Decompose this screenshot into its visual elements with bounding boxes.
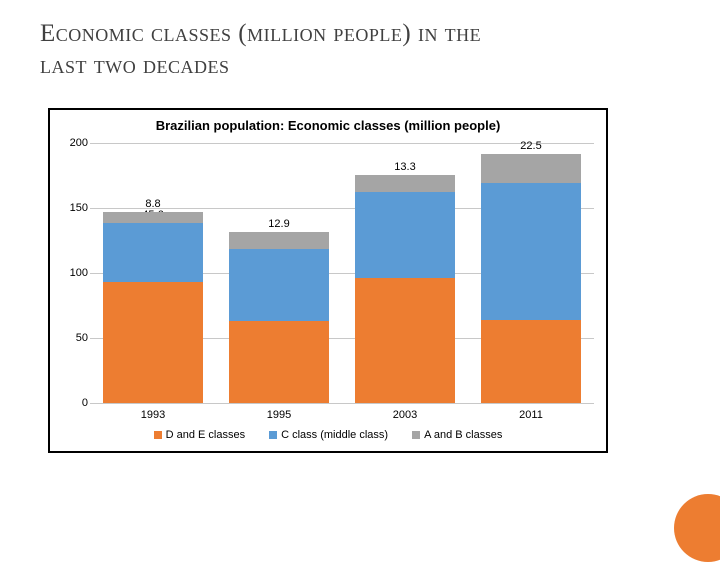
bar-segment-c: 45.6 bbox=[103, 223, 203, 282]
page-title-line1: Economic classes (million people) in the bbox=[40, 20, 680, 48]
bar-segment-ab: 22.5 bbox=[481, 154, 581, 183]
bar-column: 96.265.913.3 bbox=[355, 175, 455, 403]
slide: Economic classes (million people) in the… bbox=[0, 0, 720, 473]
bar-value-label: 22.5 bbox=[520, 140, 541, 152]
grid-line bbox=[90, 403, 594, 404]
bar-segment-de: 63.6 bbox=[481, 320, 581, 403]
x-tick-label: 2003 bbox=[355, 405, 455, 423]
bar-value-label: 8.8 bbox=[145, 198, 160, 210]
bar-segment-de: 96.2 bbox=[355, 278, 455, 403]
bar-segment-ab: 12.9 bbox=[229, 232, 329, 249]
legend-label: C class (middle class) bbox=[281, 429, 388, 441]
legend-swatch bbox=[412, 431, 420, 439]
legend-label: D and E classes bbox=[166, 429, 245, 441]
x-tick-label: 1993 bbox=[103, 405, 203, 423]
bar-segment-c: 65.9 bbox=[355, 192, 455, 278]
legend-label: A and B classes bbox=[424, 429, 502, 441]
chart-title: Brazilian population: Economic classes (… bbox=[50, 110, 606, 143]
legend-item-c: C class (middle class) bbox=[269, 429, 388, 441]
bar-column: 63.6105.522.5 bbox=[481, 154, 581, 403]
page-title-line2: last two decades bbox=[40, 52, 680, 80]
y-tick-label: 200 bbox=[70, 137, 88, 149]
bar-segment-c: 105.5 bbox=[481, 183, 581, 320]
bar-column: 92.945.68.8 bbox=[103, 212, 203, 403]
y-axis: 050100150200 bbox=[60, 143, 88, 403]
bar-value-label: 13.3 bbox=[394, 161, 415, 173]
legend-item-de: D and E classes bbox=[154, 429, 245, 441]
bar-segment-de: 92.9 bbox=[103, 282, 203, 403]
bar-value-label: 12.9 bbox=[268, 218, 289, 230]
bars-row: 92.945.68.863.355.412.996.265.913.363.61… bbox=[90, 143, 594, 403]
legend-item-ab: A and B classes bbox=[412, 429, 502, 441]
decoration-circle bbox=[674, 494, 720, 562]
legend-swatch bbox=[154, 431, 162, 439]
y-tick-label: 50 bbox=[76, 332, 88, 344]
legend-swatch bbox=[269, 431, 277, 439]
x-tick-label: 1995 bbox=[229, 405, 329, 423]
y-tick-label: 0 bbox=[82, 397, 88, 409]
bar-column: 63.355.412.9 bbox=[229, 232, 329, 403]
chart-container: Brazilian population: Economic classes (… bbox=[48, 108, 608, 453]
x-axis: 1993 1995 2003 2011 bbox=[90, 405, 594, 423]
x-tick-label: 2011 bbox=[481, 405, 581, 423]
y-tick-label: 150 bbox=[70, 202, 88, 214]
bar-segment-c: 55.4 bbox=[229, 249, 329, 321]
legend: D and E classes C class (middle class) A a… bbox=[50, 423, 606, 451]
y-tick-label: 100 bbox=[70, 267, 88, 279]
bar-segment-ab: 13.3 bbox=[355, 175, 455, 192]
plot-area: 050100150200 92.945.68.863.355.412.996.2… bbox=[90, 143, 594, 423]
bar-segment-de: 63.3 bbox=[229, 321, 329, 403]
bar-segment-ab: 8.8 bbox=[103, 212, 203, 223]
